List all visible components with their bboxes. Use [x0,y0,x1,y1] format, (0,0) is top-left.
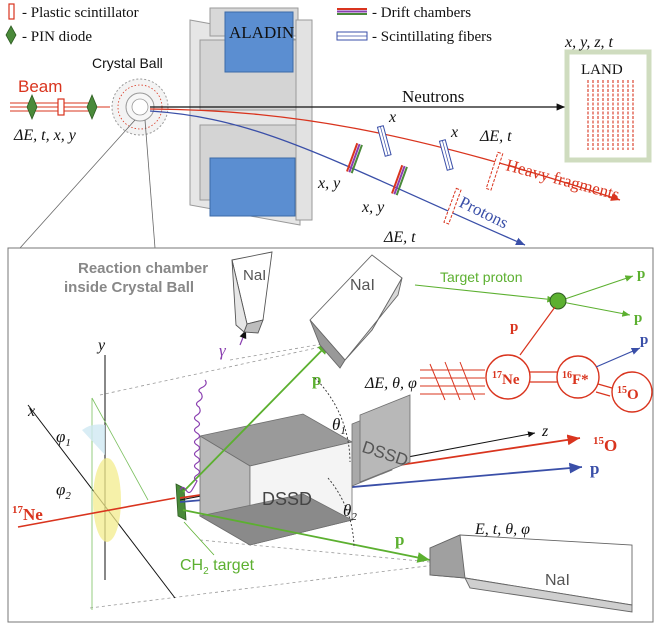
neutrons-label: Neutrons [402,87,464,106]
beam-measurement-label: ΔE, t, x, y [13,127,77,144]
legend-plastic-scintillator: - Plastic scintillator [22,5,139,21]
reaction-chamber-title-2: inside Crystal Ball [64,279,194,296]
inset-f16-label: 16F* [562,370,589,388]
proton-lower-track [182,509,431,563]
drift-chambers-icon [337,8,367,15]
theta1-label: θ1 [332,415,346,437]
z-axis-label: z [541,423,549,440]
y-axis-label: y [96,337,106,354]
fiber-1-label: x [388,109,396,126]
aladin-lower-coil [209,157,296,217]
target-proton-label: Target proton [440,269,523,285]
fiber-detector-2 [438,139,454,171]
tof-wall-fragments [485,151,504,191]
tof-wall-protons-label: ΔE, t [383,229,416,246]
nai-top-left-label: NaI [243,267,266,284]
pin-diode-icon [5,25,17,45]
aladin-label: ALADIN [229,23,294,42]
inset-p1: p [637,266,645,282]
dssd-back: DSSD [351,394,411,487]
legend-drift-chambers: - Drift chambers [372,5,471,21]
gamma-ray [179,379,207,494]
dssd-front-label: DSSD [262,489,312,509]
crystal-ball [111,78,169,136]
drift-chamber-1-label: x, y [317,175,341,192]
gamma-label: γ [219,341,227,360]
beam-pin-diode-2 [86,93,98,121]
inset-o15 [611,371,653,413]
proton-right-label: p [590,459,599,478]
inset-ne17-label: 17Ne [492,370,520,388]
proton-lower-label: p [395,530,404,549]
land-coords-label: x, y, z, t [564,34,614,51]
reaction-chamber-title-1: Reaction chamber [78,260,208,277]
ch2-target-label: CH2 target [180,557,255,577]
nai-bottom-measurement: E, t, θ, φ [474,521,530,538]
aladin-magnet: ALADIN [189,7,313,226]
land-detector: LAND [564,49,652,163]
phi1-label: φ1 [56,427,71,449]
inset-o15-label: 15O [617,385,639,403]
nai-bottom-label: NaI [545,572,570,589]
inset-p3: p [510,319,518,335]
phi2-label: φ2 [56,480,71,502]
dssd-back-measurement: ΔE, θ, φ [364,375,417,392]
beam-label: Beam [18,77,62,96]
proton-upper-label: p [312,370,321,389]
nai-bottom: NaI [429,534,633,613]
o15-label: 15O [593,435,617,455]
nai-top-left: NaI [231,251,273,334]
drift-chamber-1 [346,142,363,174]
fiber-detector-1 [376,125,392,157]
fiber-2-label: x [450,124,458,141]
dssd-front: DSSD [198,413,354,546]
crystal-ball-label: Crystal Ball [92,55,163,71]
aladin-upper-coil [224,11,294,73]
legend-pin-diode: - PIN diode [22,29,92,45]
x-axis-label: x [27,403,35,420]
heavy-fragment-track [149,108,621,201]
ne17-label: 17Ne [12,504,43,524]
legend-scintillating-fibers: - Scintillating fibers [372,29,492,45]
ne17-beam [17,497,176,528]
nai-top-right-label: NaI [350,277,375,294]
drift-chamber-2-label: x, y [361,199,385,216]
inset-p2: p [634,310,642,326]
proton-upper-track [182,341,331,493]
inset-p4: p [640,332,648,348]
phi2-wedge [93,458,121,542]
land-label: LAND [581,62,623,78]
reaction-chamber: Reaction chamber inside Crystal Ball x y… [12,251,633,613]
tof-wall-fragments-label: ΔE, t [479,128,512,145]
beam-pin-diode-1 [26,93,38,121]
collision-vertex [549,292,567,310]
plastic-scintillator-icon [8,3,15,20]
beam-line-setup: ALADIN Beam ΔE, t, x, y Crystal Ball Neu… [10,7,652,249]
reaction-inset: Target proton p p p 17Ne 16F* p 15O [414,266,653,413]
tof-wall-protons [443,187,462,225]
heavy-fragments-label: Heavy fragments [504,156,622,205]
drift-chamber-2 [391,164,408,196]
inset-f16 [556,355,600,399]
phi1-wedge [82,424,105,455]
theta2-label: θ2 [343,501,357,523]
nai-top-right: NaI [309,254,403,369]
inset-ne17 [485,354,531,400]
legend: - Plastic scintillator - PIN diode - Dri… [5,3,492,45]
beam-scintillator [57,98,65,116]
